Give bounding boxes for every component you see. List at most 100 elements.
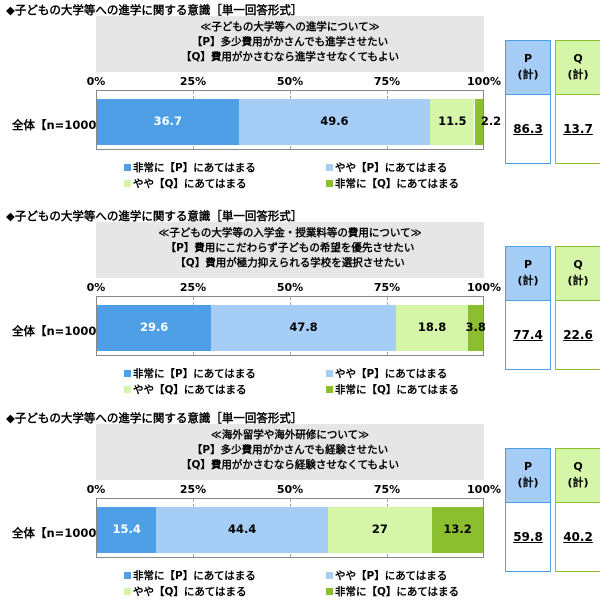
summary-box-p: P (計) 59.8	[505, 448, 551, 572]
subtitle-line: 【P】費用にこだわらず子どもの希望を優先させたい	[165, 242, 415, 254]
x-tick-label: 75%	[373, 75, 401, 88]
x-tick-label: 25%	[179, 281, 207, 294]
legend-item: 非常に【Q】にあてはまる	[326, 176, 459, 191]
legend-label: やや【Q】にあてはまる	[133, 586, 247, 598]
bar-segment	[97, 507, 157, 553]
bar-segment	[430, 99, 475, 145]
legend-item: 非常に【P】にあてはまる	[124, 568, 256, 583]
subtitle-line: 【Q】費用がかさむなら進学させなくてもよい	[180, 51, 400, 63]
legend-label: 非常に【Q】にあてはまる	[335, 384, 460, 396]
legend-swatch	[124, 370, 131, 377]
bar-segment	[156, 507, 328, 553]
bar-segment	[474, 99, 483, 145]
chart-subtitle: ≪子どもの大学等の入学金・授業料等の費用について≫ 【P】費用にこだわらず子どもの…	[96, 222, 484, 278]
summary-header: Q (計)	[556, 247, 600, 301]
x-tick-label: 0%	[86, 75, 106, 88]
summary-header-line: (計)	[517, 68, 539, 81]
legend-swatch	[124, 180, 131, 187]
legend-label: やや【Q】にあてはまる	[133, 384, 247, 396]
legend-item: やや【P】にあてはまる	[326, 568, 447, 583]
legend-item: 非常に【Q】にあてはまる	[326, 382, 459, 397]
x-tick-label: 75%	[373, 281, 401, 294]
summary-header: P (計)	[506, 247, 550, 301]
summary-value: 13.7	[556, 95, 600, 163]
legend-swatch	[124, 572, 131, 579]
summary-box-q: Q (計) 22.6	[555, 246, 600, 370]
legend-item: 非常に【P】にあてはまる	[124, 160, 256, 175]
bar-value-label: 44.4	[227, 522, 257, 536]
chart-section: ◆子どもの大学等への進学に関する意識［単一回答形式］ ≪子どもの大学等の入学金・授…	[0, 206, 600, 406]
legend-swatch	[326, 572, 333, 579]
legend-item: やや【P】にあてはまる	[326, 366, 447, 381]
chart-section: ◆子どもの大学等への進学に関する意識［単一回答形式］ ≪子どもの大学等への進学につ…	[0, 0, 600, 200]
bar-segment	[211, 305, 396, 351]
legend-label: やや【P】にあてはまる	[335, 162, 448, 174]
bar-value-label: 3.8	[465, 320, 486, 334]
summary-value: 59.8	[506, 503, 550, 571]
bar-value-label: 27	[371, 522, 388, 536]
summary-header-line: (計)	[567, 476, 589, 489]
legend-swatch	[124, 386, 131, 393]
chart-title: ◆子どもの大学等への進学に関する意識［単一回答形式］	[6, 411, 303, 425]
bar-value-label: 29.6	[139, 320, 169, 334]
summary-header: Q (計)	[556, 41, 600, 95]
plot-area: 36.7 49.6 11.5 2.2	[96, 90, 501, 150]
legend-label: 非常に【Q】にあてはまる	[335, 586, 460, 598]
x-tick-label: 0%	[86, 281, 106, 294]
legend-item: やや【Q】にあてはまる	[124, 176, 247, 191]
summary-header-line: (計)	[567, 68, 589, 81]
bar-value-label: 15.4	[112, 522, 141, 536]
legend-label: 非常に【P】にあてはまる	[133, 162, 256, 174]
summary-header-line: P	[523, 258, 533, 271]
summary-value: 86.3	[506, 95, 550, 163]
bar-segment	[327, 507, 433, 553]
legend-swatch	[326, 386, 333, 393]
x-tick-label: 50%	[276, 75, 304, 88]
legend-swatch	[124, 164, 131, 171]
subtitle-line: ≪海外留学や海外研修について≫	[210, 429, 370, 441]
x-tick-label: 0%	[86, 483, 106, 496]
bar-segment	[432, 507, 483, 553]
bar-segment	[238, 99, 431, 145]
subtitle-line: 【Q】費用が極力抑えられる学校を選択させたい	[175, 257, 405, 269]
bar-segment	[395, 305, 469, 351]
bar-value-label: 11.5	[438, 114, 467, 128]
summary-header-line: Q	[573, 52, 583, 65]
summary-header-line: (計)	[567, 274, 589, 287]
plot-area: 15.4 44.4 27 13.2	[96, 498, 484, 558]
subtitle-line: ≪子どもの大学等への進学について≫	[200, 21, 380, 33]
legend-swatch	[326, 164, 333, 171]
legend-item: 非常に【P】にあてはまる	[124, 366, 256, 381]
x-tick-label: 100%	[467, 483, 501, 496]
row-label: 全体【n=1000】	[12, 118, 108, 132]
x-tick-label: 25%	[179, 483, 207, 496]
summary-value: 77.4	[506, 301, 550, 369]
summary-header-line: Q	[573, 460, 583, 473]
summary-header: P (計)	[506, 449, 550, 503]
bar-segment	[97, 99, 239, 145]
legend-item: やや【P】にあてはまる	[326, 160, 447, 175]
bar-value-label: 13.2	[443, 522, 472, 536]
legend-label: 非常に【P】にあてはまる	[133, 368, 256, 380]
legend-label: やや【P】にあてはまる	[335, 570, 448, 582]
summary-box-q: Q (計) 40.2	[555, 448, 600, 572]
summary-box-p: P (計) 86.3	[505, 40, 551, 164]
summary-value: 40.2	[556, 503, 600, 571]
summary-header-line: P	[523, 460, 533, 473]
summary-box-p: P (計) 77.4	[505, 246, 551, 370]
legend-label: 非常に【P】にあてはまる	[133, 570, 256, 582]
chart-subtitle: ≪海外留学や海外研修について≫ 【P】多少費用がかさんでも経験させたい 【Q】費用が…	[96, 424, 484, 480]
legend-swatch	[326, 180, 333, 187]
summary-header-line: Q	[573, 258, 583, 271]
bar-value-label: 36.7	[153, 114, 183, 128]
summary-value: 22.6	[556, 301, 600, 369]
row-label: 全体【n=1000】	[12, 526, 108, 540]
legend-swatch	[124, 588, 131, 595]
chart-title: ◆子どもの大学等への進学に関する意識［単一回答形式］	[6, 3, 303, 17]
subtitle-line: 【P】多少費用がかさんでも経験させたい	[191, 444, 389, 456]
summary-header-line: (計)	[517, 476, 539, 489]
summary-header-line: P	[523, 52, 533, 65]
bar-value-label: 2.2	[480, 114, 502, 128]
legend-label: やや【Q】にあてはまる	[133, 178, 247, 190]
chart-subtitle: ≪子どもの大学等への進学について≫ 【P】多少費用がかさんでも進学させたい 【Q】費…	[96, 16, 484, 72]
